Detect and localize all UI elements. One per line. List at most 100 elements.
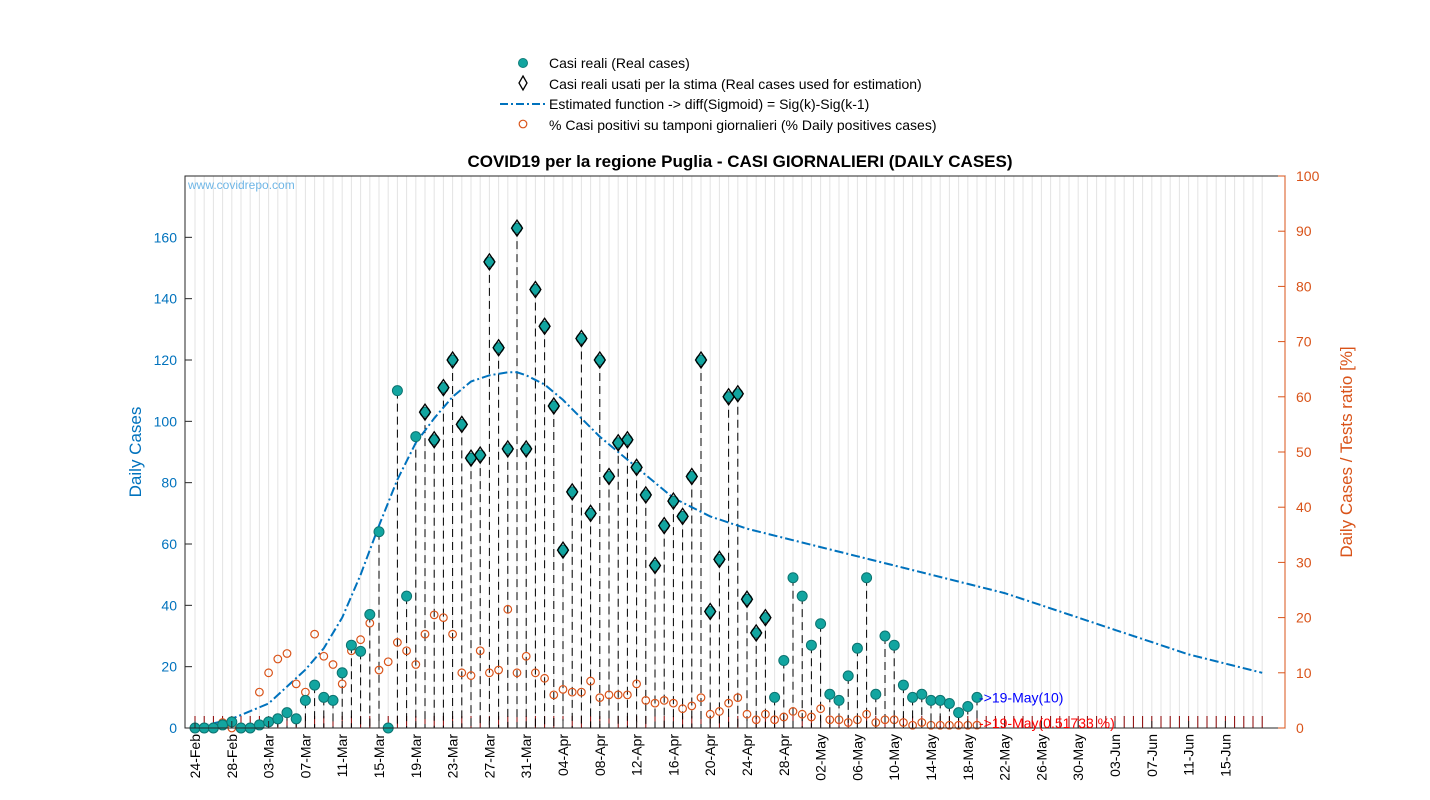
x-tick-label: 18-May — [960, 734, 976, 781]
legend-real-marker — [518, 58, 528, 68]
used-point — [694, 350, 708, 370]
case-point — [410, 431, 422, 443]
legend: Casi reali (Real cases) Casi reali usati… — [500, 55, 936, 133]
ratio-point — [779, 712, 789, 722]
ratio-point — [733, 693, 743, 703]
used-point — [749, 623, 763, 643]
x-tick-label: 15-Jun — [1217, 734, 1233, 777]
case-point — [355, 645, 367, 657]
case-point — [934, 694, 946, 706]
ratio-point — [807, 712, 816, 722]
ratio-point — [641, 696, 651, 705]
used-point — [584, 504, 597, 523]
ratio-point — [945, 720, 954, 730]
case-point — [824, 688, 836, 700]
y-tick-label-left: 20 — [161, 659, 177, 675]
used-point — [483, 252, 496, 272]
ratio-point — [420, 629, 430, 639]
ratio-point — [273, 654, 283, 664]
x-tick-label: 12-Apr — [629, 734, 645, 776]
used-point — [473, 445, 487, 465]
ratio-point — [448, 629, 458, 639]
y-axis-left: 0 20 40 60 80 100 120 140 160 — [154, 229, 192, 736]
case-point — [391, 385, 403, 397]
y-tick-label-right: 70 — [1296, 334, 1312, 350]
case-point — [870, 688, 882, 700]
chart-title: COVID19 per la regione Puglia - CASI GIO… — [467, 152, 1012, 171]
legend-ratio-marker — [518, 119, 528, 129]
y-tick-label-left: 80 — [161, 475, 177, 491]
used-point — [759, 608, 772, 627]
used-point — [676, 507, 689, 526]
used-point — [427, 430, 441, 449]
ratio-point — [604, 690, 614, 700]
ratio-point — [788, 707, 798, 716]
y-tick-label-left: 120 — [154, 352, 178, 368]
ratio-point — [834, 715, 844, 725]
y-tick-label-right: 100 — [1296, 168, 1320, 184]
ratio-point — [494, 665, 504, 675]
y-tick-label-left: 0 — [169, 720, 177, 736]
legend-ratio-label: % Casi positivi su tamponi giornalieri (… — [549, 117, 936, 133]
ratio-point — [623, 690, 632, 700]
ratio-point — [310, 629, 320, 639]
ratio-point — [549, 690, 559, 700]
x-tick-label: 04-Apr — [555, 734, 571, 776]
points-layer — [189, 218, 983, 734]
used-point — [418, 402, 432, 422]
x-tick-label: 15-Mar — [371, 734, 387, 779]
x-tick-label: 08-Apr — [592, 734, 608, 776]
ratio-point — [558, 684, 568, 694]
ratio-point — [724, 698, 733, 708]
case-point — [851, 642, 863, 654]
ratio-point — [319, 651, 329, 661]
ratio-point — [531, 668, 540, 678]
case-point — [842, 670, 854, 682]
ratio-point — [567, 687, 577, 697]
x-tick-label: 19-Mar — [408, 734, 424, 779]
last-ratio-annotation: ->19-May(0.51733 %) — [979, 715, 1115, 731]
ratio-point — [669, 698, 678, 708]
x-tick-label: 06-May — [849, 734, 865, 781]
ratio-point — [705, 709, 715, 719]
ratio-point — [935, 720, 945, 730]
y-tick-label-right: 0 — [1296, 720, 1304, 736]
used-point — [731, 384, 745, 403]
case-point — [805, 639, 817, 651]
ratio-point — [439, 613, 448, 622]
ratio-point — [687, 701, 697, 711]
y-axis-label-left: Daily Cases — [126, 407, 145, 498]
x-tick-label: 10-May — [886, 734, 902, 781]
ratio-point — [954, 720, 963, 730]
ratio-point — [512, 668, 522, 678]
ratio-point — [742, 709, 752, 719]
used-point — [565, 482, 579, 502]
case-point — [336, 667, 348, 679]
used-point — [685, 467, 699, 486]
used-point — [639, 485, 653, 505]
x-tick-label: 24-Apr — [739, 734, 755, 776]
x-tick-label: 27-Mar — [481, 734, 497, 779]
x-tick-label: 24-Feb — [187, 734, 203, 779]
case-point — [815, 618, 827, 630]
ratio-point — [797, 709, 807, 719]
ratio-point — [393, 638, 402, 647]
used-point — [455, 415, 469, 434]
x-tick-label: 03-Jun — [1107, 734, 1123, 777]
ratio-point — [613, 690, 623, 700]
ratio-point — [282, 649, 292, 658]
used-point — [501, 439, 515, 459]
used-point — [529, 280, 542, 299]
y-tick-label-left: 40 — [161, 597, 177, 613]
ratio-point — [521, 651, 531, 661]
ratio-point — [337, 679, 347, 689]
used-point — [547, 396, 561, 416]
case-point — [916, 688, 928, 700]
used-point — [593, 350, 607, 370]
ratio-point — [715, 707, 724, 716]
ratio-point — [659, 696, 669, 705]
ratio-point — [485, 668, 494, 678]
used-point — [519, 439, 533, 459]
y-axis-label-right: Daily Cases / Tests ratio [%] — [1337, 346, 1356, 557]
ratio-point — [843, 718, 853, 727]
